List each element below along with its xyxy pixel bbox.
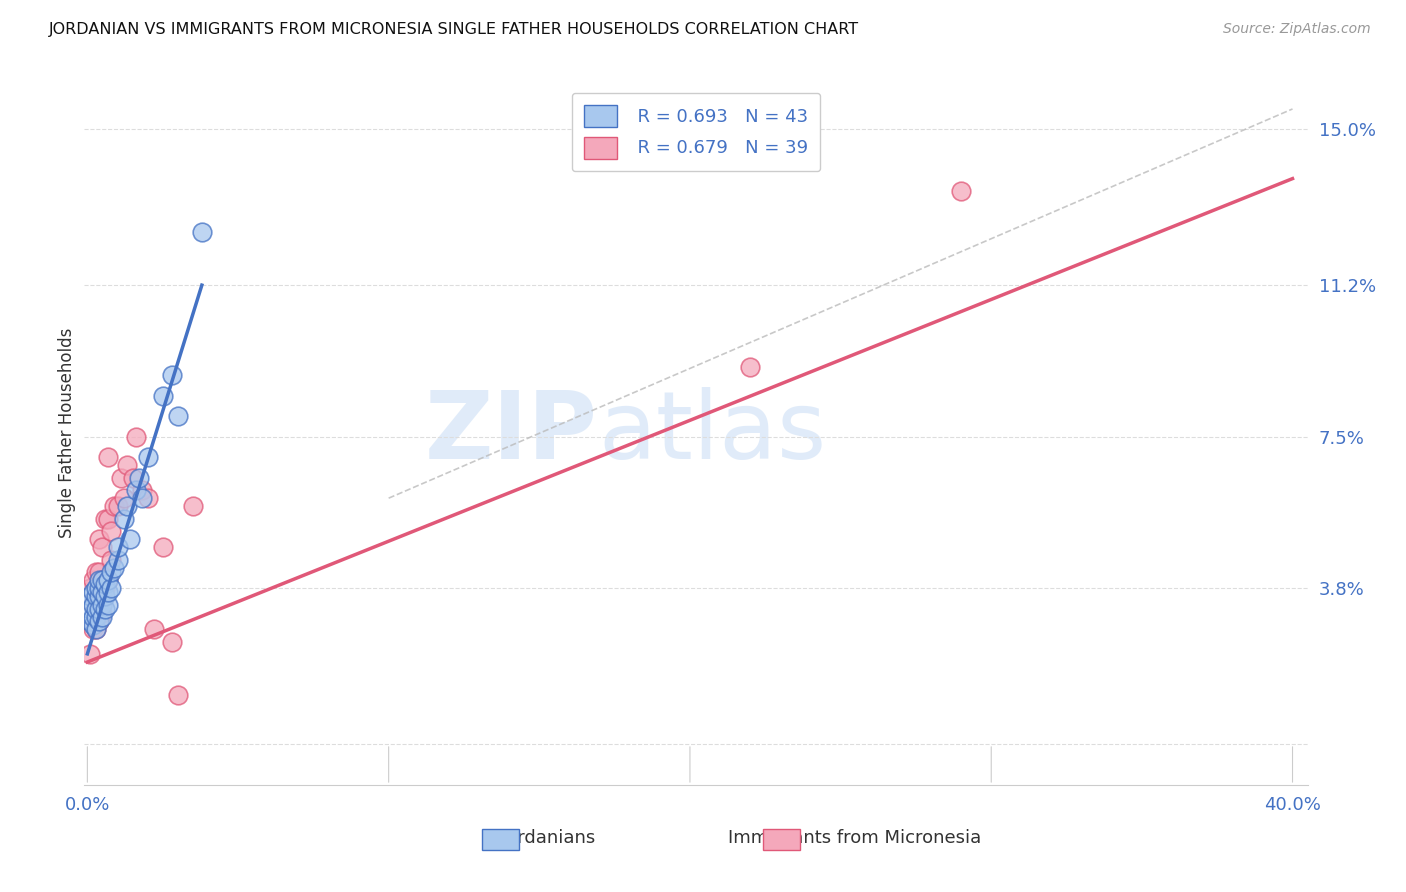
Point <box>166 688 188 702</box>
Legend:   R = 0.693   N = 43,   R = 0.679   N = 39: R = 0.693 N = 43, R = 0.679 N = 39 <box>571 93 821 171</box>
Point <box>79 647 101 661</box>
Point <box>94 601 117 615</box>
Point <box>82 573 104 587</box>
Point <box>131 483 153 497</box>
Point <box>160 634 183 648</box>
Text: Jordanians: Jordanians <box>502 829 596 847</box>
Point <box>103 561 125 575</box>
Point <box>97 511 120 525</box>
Point <box>86 590 108 604</box>
Point <box>82 622 104 636</box>
Point <box>191 225 214 239</box>
Point <box>128 471 150 485</box>
Point <box>136 491 159 505</box>
Point <box>160 368 183 383</box>
Point <box>86 565 108 579</box>
Point <box>86 622 108 636</box>
Point <box>82 585 104 599</box>
Point <box>181 500 204 514</box>
Point <box>86 582 108 596</box>
Point <box>142 622 165 636</box>
Point <box>950 184 973 198</box>
Point <box>97 598 120 612</box>
Point <box>91 606 114 620</box>
Point <box>100 524 122 538</box>
Point <box>97 573 120 587</box>
Point <box>94 590 117 604</box>
Point <box>97 585 120 599</box>
Point <box>91 541 114 555</box>
Point <box>86 601 108 615</box>
Point <box>79 614 101 628</box>
Point <box>97 450 120 465</box>
Point <box>124 430 146 444</box>
Point <box>89 590 111 604</box>
Text: Immigrants from Micronesia: Immigrants from Micronesia <box>728 829 981 847</box>
Point <box>82 598 104 612</box>
FancyBboxPatch shape <box>763 829 800 850</box>
Text: ZIP: ZIP <box>425 386 598 479</box>
Point <box>89 590 111 604</box>
Point <box>89 582 111 596</box>
Point <box>79 590 101 604</box>
Point <box>91 585 114 599</box>
Point <box>152 541 174 555</box>
Point <box>91 573 114 587</box>
Point <box>89 565 111 579</box>
Point <box>100 552 122 566</box>
Point <box>115 500 138 514</box>
Point <box>86 593 108 607</box>
Point <box>79 614 101 628</box>
Point <box>89 614 111 628</box>
Point <box>94 577 117 591</box>
Point <box>131 491 153 505</box>
Point <box>103 500 125 514</box>
Point <box>118 532 141 546</box>
Point <box>91 598 114 612</box>
Point <box>100 582 122 596</box>
Point <box>89 532 111 546</box>
Point <box>79 601 101 615</box>
FancyBboxPatch shape <box>482 829 519 850</box>
Point <box>94 511 117 525</box>
Point <box>89 614 111 628</box>
Point <box>91 573 114 587</box>
Point <box>112 491 135 505</box>
Point <box>110 471 132 485</box>
Text: atlas: atlas <box>598 386 827 479</box>
Point <box>107 552 129 566</box>
Point <box>100 565 122 579</box>
Point <box>91 610 114 624</box>
Point <box>79 582 101 596</box>
Point <box>94 582 117 596</box>
Point <box>86 622 108 636</box>
Text: Source: ZipAtlas.com: Source: ZipAtlas.com <box>1223 22 1371 37</box>
Text: JORDANIAN VS IMMIGRANTS FROM MICRONESIA SINGLE FATHER HOUSEHOLDS CORRELATION CHA: JORDANIAN VS IMMIGRANTS FROM MICRONESIA … <box>49 22 859 37</box>
Point <box>82 610 104 624</box>
Point <box>121 471 143 485</box>
Point <box>89 601 111 615</box>
Point <box>82 598 104 612</box>
Point <box>82 618 104 632</box>
Point <box>124 483 146 497</box>
Point <box>112 511 135 525</box>
Y-axis label: Single Father Households: Single Father Households <box>58 327 76 538</box>
Point <box>152 389 174 403</box>
Point <box>740 360 762 375</box>
Point <box>115 458 138 473</box>
Point <box>86 610 108 624</box>
Point <box>136 450 159 465</box>
Point <box>166 409 188 424</box>
Point <box>89 573 111 587</box>
Point <box>97 573 120 587</box>
Point <box>107 541 129 555</box>
Point <box>107 500 129 514</box>
